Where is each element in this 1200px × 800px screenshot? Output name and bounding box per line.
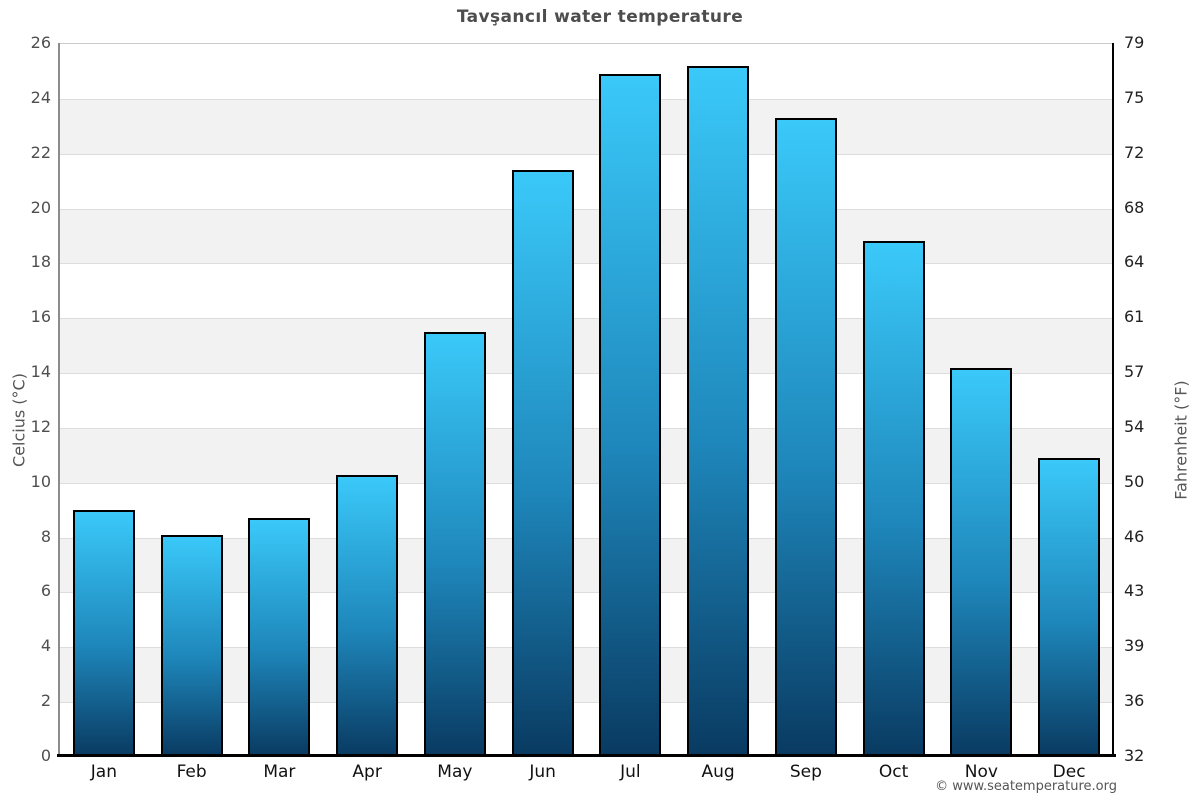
y-axis-label-fahrenheit: Fahrenheit (°F)	[1171, 380, 1191, 500]
x-tick-oct: Oct	[878, 762, 909, 782]
y-tick-fahrenheit: 79	[1124, 33, 1145, 52]
gridline	[60, 318, 1113, 320]
x-axis-baseline	[57, 754, 1116, 757]
grid-band	[60, 537, 1113, 593]
y-tick-fahrenheit: 57	[1124, 362, 1145, 382]
gridline	[60, 373, 1113, 375]
left-axis-line	[58, 43, 60, 756]
x-tick-sep: Sep	[789, 762, 822, 782]
bar-feb	[160, 534, 223, 757]
y-tick-fahrenheit: 39	[1124, 636, 1145, 656]
bar-jun	[511, 170, 574, 757]
x-tick-jun: Jun	[529, 762, 556, 782]
plot-area	[60, 43, 1113, 757]
gridline	[60, 98, 1113, 100]
grid-band	[60, 318, 1113, 374]
bar-nov	[950, 367, 1013, 757]
gridline	[60, 592, 1113, 594]
x-tick-nov: Nov	[964, 762, 998, 782]
x-tick-dec: Dec	[1052, 762, 1086, 782]
y-tick-celsius: 24	[30, 87, 51, 107]
bar-jul	[599, 74, 662, 757]
bar-apr	[336, 474, 399, 757]
bar-aug	[687, 65, 750, 757]
gridline	[60, 537, 1113, 539]
bar-oct	[862, 241, 925, 757]
y-tick-celsius: 20	[30, 197, 51, 217]
bar-mar	[248, 518, 311, 757]
gridline	[60, 702, 1113, 704]
x-tick-mar: Mar	[263, 762, 296, 782]
copyright-text: © www.seatemperature.org	[935, 779, 1117, 794]
right-axis-line	[1112, 43, 1114, 756]
y-tick-fahrenheit: 32	[1124, 746, 1145, 765]
y-tick-fahrenheit: 46	[1124, 526, 1145, 546]
y-tick-celsius: 2	[40, 691, 51, 711]
y-tick-celsius: 14	[30, 362, 51, 382]
y-tick-celsius: 4	[40, 636, 51, 656]
y-tick-fahrenheit: 50	[1124, 471, 1145, 491]
y-tick-celsius: 22	[30, 142, 51, 162]
grid-band	[60, 427, 1113, 483]
grid-band	[60, 208, 1113, 264]
y-tick-fahrenheit: 43	[1124, 581, 1145, 601]
gridline	[60, 647, 1113, 649]
x-tick-feb: Feb	[176, 762, 207, 782]
gridline	[60, 153, 1113, 155]
x-tick-may: May	[437, 762, 473, 782]
bar-sep	[774, 118, 837, 757]
y-tick-celsius: 0	[40, 746, 51, 765]
bar-dec	[1038, 458, 1101, 757]
chart-title: Tavşancıl water temperature	[456, 7, 744, 27]
y-tick-celsius: 16	[30, 307, 51, 327]
x-tick-jan: Jan	[90, 762, 117, 782]
y-tick-fahrenheit: 36	[1124, 691, 1145, 711]
grid-band	[60, 98, 1113, 154]
y-tick-fahrenheit: 72	[1124, 142, 1145, 162]
gridline	[60, 482, 1113, 484]
x-tick-apr: Apr	[352, 762, 382, 782]
y-tick-celsius: 12	[30, 416, 51, 436]
gridline	[60, 427, 1113, 429]
y-tick-fahrenheit: 54	[1124, 416, 1145, 436]
gridline	[60, 263, 1113, 265]
grid-band	[60, 647, 1113, 703]
y-tick-celsius: 10	[30, 471, 51, 491]
bar-may	[423, 331, 486, 757]
y-tick-celsius: 6	[40, 581, 51, 601]
y-tick-celsius: 26	[30, 33, 51, 52]
bar-jan	[72, 510, 135, 757]
y-axis-label-celsius: Celcius (°C)	[9, 373, 29, 467]
y-tick-fahrenheit: 75	[1124, 87, 1145, 107]
y-tick-fahrenheit: 64	[1124, 252, 1145, 272]
y-tick-celsius: 8	[40, 526, 51, 546]
y-tick-fahrenheit: 61	[1124, 307, 1145, 327]
gridline	[60, 208, 1113, 210]
x-tick-jul: Jul	[620, 762, 641, 782]
x-tick-aug: Aug	[701, 762, 735, 782]
y-tick-celsius: 18	[30, 252, 51, 272]
y-tick-fahrenheit: 68	[1124, 197, 1145, 217]
